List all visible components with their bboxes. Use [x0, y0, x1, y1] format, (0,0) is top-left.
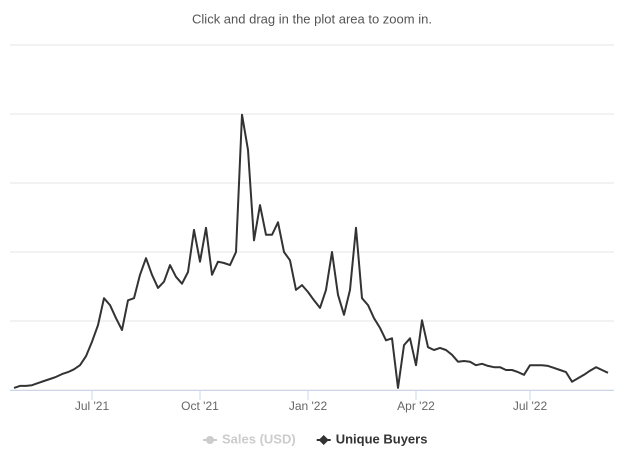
x-tick-label: Jan '22	[289, 399, 328, 413]
chart-title: Click and drag in the plot area to zoom …	[192, 11, 432, 26]
series-line	[13, 113, 609, 389]
legend-symbol[interactable]	[318, 435, 329, 445]
legend-symbol[interactable]	[206, 436, 214, 444]
x-tick-label: Jul '21	[75, 399, 110, 413]
legend-item[interactable]: Sales (USD)	[222, 431, 296, 446]
x-tick-label: Apr '22	[397, 399, 435, 413]
legend-item[interactable]: Unique Buyers	[336, 431, 428, 446]
x-tick-label: Jul '22	[513, 399, 548, 413]
x-tick-label: Oct '21	[181, 399, 219, 413]
